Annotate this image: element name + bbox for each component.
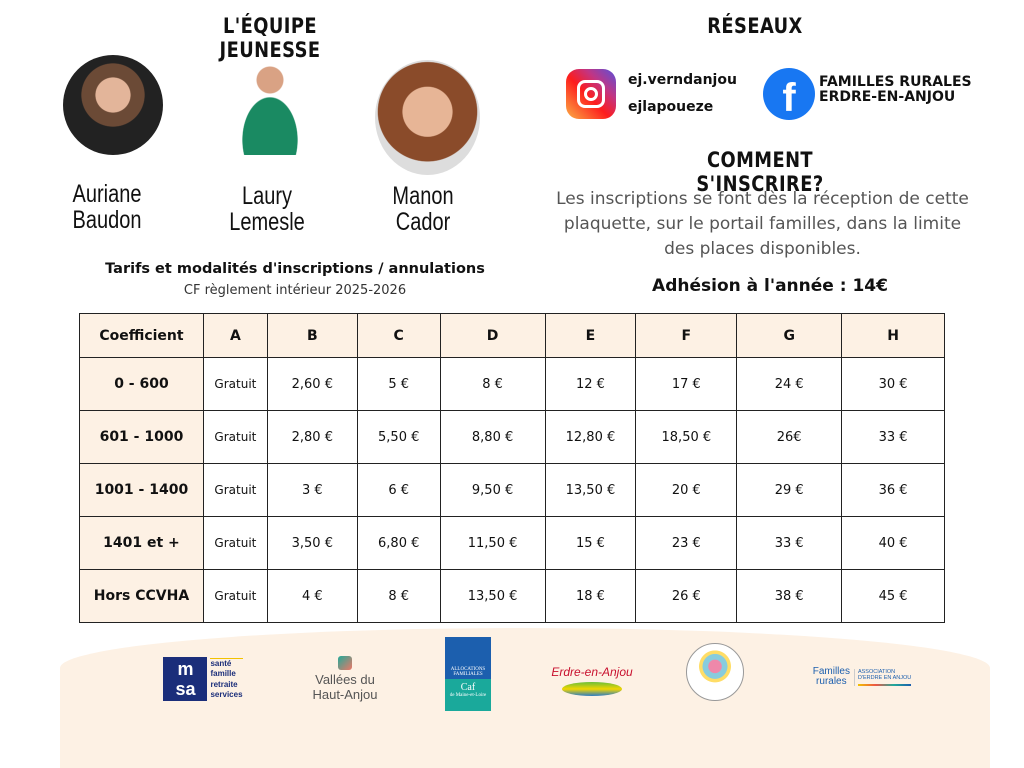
price-cell: 15 €	[544, 516, 637, 570]
price-cell: 12 €	[544, 357, 637, 411]
photo-auriane	[63, 55, 163, 155]
price-cell: 13,50 €	[544, 463, 637, 517]
price-cell: 24 €	[736, 357, 843, 411]
column-header: B	[266, 313, 358, 358]
price-cell: 4 €	[266, 569, 358, 623]
price-cell: 23 €	[635, 516, 738, 570]
member-name: Manon Cador	[392, 182, 454, 236]
column-header: E	[544, 313, 637, 358]
networks-title: RÉSEAUX	[707, 14, 803, 38]
facebook-icon[interactable]: f	[763, 68, 815, 120]
coefficient-cell: 0 - 600	[79, 357, 204, 411]
price-cell: 6 €	[356, 463, 441, 517]
instagram-icon[interactable]	[566, 69, 616, 119]
column-header: H	[841, 313, 945, 358]
price-cell: Gratuit	[202, 516, 268, 570]
price-cell: 18,50 €	[635, 410, 738, 464]
price-cell: 2,80 €	[266, 410, 358, 464]
coefficient-cell: 601 - 1000	[79, 410, 204, 464]
tarifs-table: Coefficient A B C D E F G H 0 - 600 Gratuit 2,60 €…	[79, 313, 945, 623]
column-header: G	[736, 313, 843, 358]
price-cell: 36 €	[841, 463, 945, 517]
price-cell: 18 €	[544, 569, 637, 623]
price-cell: 33 €	[841, 410, 945, 464]
price-cell: 26 €	[635, 569, 738, 623]
tarifs-title: Tarifs et modalités d'inscriptions / ann…	[105, 261, 485, 277]
coefficient-cell: 1401 et +	[79, 516, 204, 570]
table-row: Hors CCVHA Gratuit 4 €8 €13,50 €18 €26 €38…	[79, 569, 945, 623]
column-header: A	[202, 313, 268, 358]
column-header: D	[439, 313, 546, 358]
coefficient-cell: Hors CCVHA	[79, 569, 204, 623]
price-cell: 40 €	[841, 516, 945, 570]
price-cell: 38 €	[736, 569, 843, 623]
price-cell: 8 €	[439, 357, 546, 411]
table-row: 1001 - 1400 Gratuit 3 €6 €9,50 €13,50 €20 …	[79, 463, 945, 517]
price-cell: 6,80 €	[356, 516, 441, 570]
price-cell: 12,80 €	[544, 410, 637, 464]
price-cell: 5 €	[356, 357, 441, 411]
price-cell: Gratuit	[202, 410, 268, 464]
association-logo	[686, 643, 744, 701]
column-header: C	[356, 313, 441, 358]
tarifs-subtitle: CF règlement intérieur 2025-2026	[183, 283, 407, 298]
member-name: Auriane Baudon	[72, 180, 142, 234]
table-row: 601 - 1000 Gratuit 2,80 €5,50 €8,80 €12,80…	[79, 410, 945, 464]
price-cell: 17 €	[635, 357, 738, 411]
team-title: L'ÉQUIPE JEUNESSE	[219, 14, 321, 62]
signup-text: Les inscriptions se font dès la réceptio…	[556, 189, 969, 259]
price-cell: 5,50 €	[356, 410, 441, 464]
familles-rurales-logo: Familles rurales ASSOCIATION D'ERDRE EN AN…	[812, 666, 912, 687]
price-cell: 2,60 €	[266, 357, 358, 411]
price-cell: 9,50 €	[439, 463, 546, 517]
price-cell: 11,50 €	[439, 516, 546, 570]
price-cell: 8,80 €	[439, 410, 546, 464]
price-cell: 13,50 €	[439, 569, 546, 623]
facebook-page[interactable]: FAMILLES RURALES ERDRE-EN-ANJOU	[819, 74, 972, 105]
price-cell: 3 €	[266, 463, 358, 517]
photo-laury	[215, 55, 325, 155]
table-row: 0 - 600 Gratuit 2,60 €5 €8 €12 €17 €24 €30…	[79, 357, 945, 411]
signup-title: COMMENT S'INSCRIRE?	[696, 148, 824, 196]
erdre-en-anjou-logo: Erdre-en-Anjou	[548, 650, 636, 710]
msa-logo: m sa santé famille retraite services	[157, 657, 249, 701]
price-cell: 45 €	[841, 569, 945, 623]
photo-manon	[375, 60, 480, 175]
price-cell: Gratuit	[202, 357, 268, 411]
price-cell: Gratuit	[202, 463, 268, 517]
coefficient-cell: 1001 - 1400	[79, 463, 204, 517]
instagram-accounts[interactable]: ej.verndanjou ejlapoueze	[628, 72, 737, 115]
price-cell: 30 €	[841, 357, 945, 411]
member-name: Laury Lemesle	[229, 182, 305, 236]
column-header: Coefficient	[79, 313, 204, 358]
price-cell: 8 €	[356, 569, 441, 623]
price-cell: 3,50 €	[266, 516, 358, 570]
caf-logo: ALLOCATIONS FAMILIALES Caf de Maine-et-Lo…	[445, 637, 491, 711]
vallees-haut-anjou-logo: Vallées du Haut-Anjou	[305, 650, 385, 708]
table-row: 1401 et + Gratuit 3,50 €6,80 €11,50 €15 €2…	[79, 516, 945, 570]
price-cell: Gratuit	[202, 569, 268, 623]
price-cell: 29 €	[736, 463, 843, 517]
column-header: F	[635, 313, 738, 358]
price-cell: 26€	[736, 410, 843, 464]
membership-fee: Adhésion à l'année : 14€	[652, 276, 888, 296]
price-cell: 20 €	[635, 463, 738, 517]
price-cell: 33 €	[736, 516, 843, 570]
